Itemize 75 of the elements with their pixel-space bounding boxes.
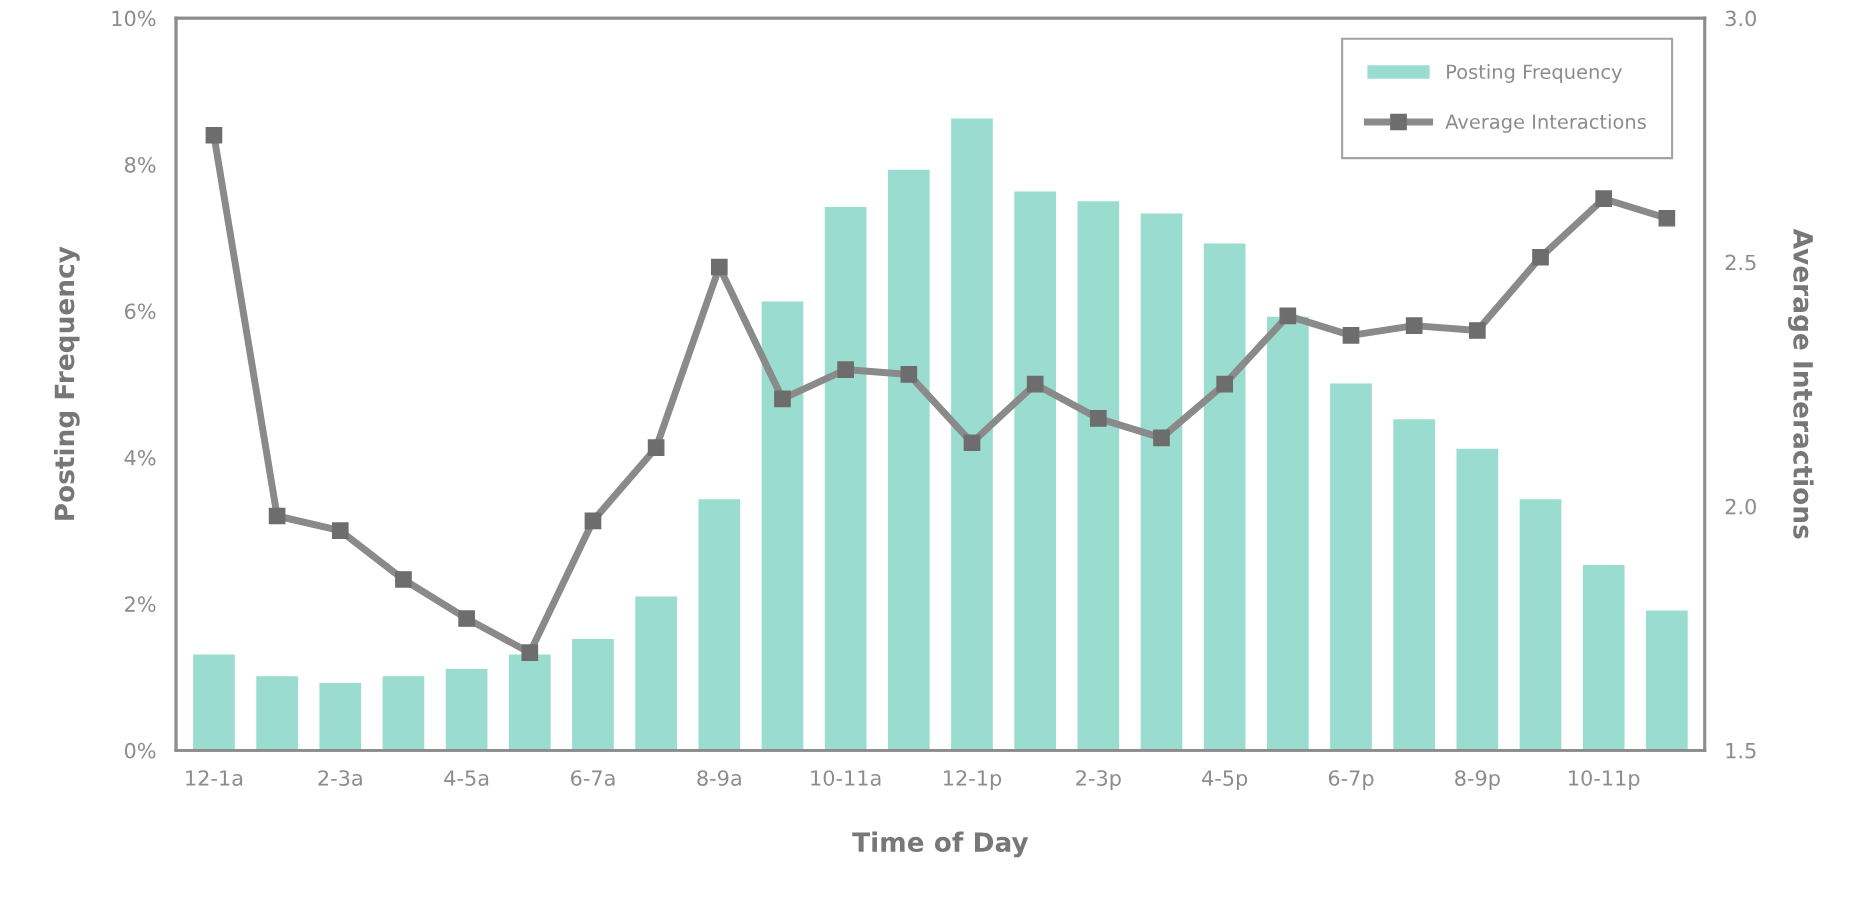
point (268, 507, 286, 525)
bar (1203, 243, 1246, 751)
bar (698, 499, 741, 751)
point (331, 522, 349, 539)
x-tick-label: 6-7p (1328, 770, 1374, 790)
y2-axis-title: Average Interactions (1787, 228, 1814, 539)
x-axis-title: Time of Day (852, 831, 1029, 858)
point (1595, 190, 1613, 208)
x-tick-label: 8-9p (1455, 770, 1500, 790)
bar (1330, 383, 1372, 751)
y-tick-label: 8% (124, 156, 156, 173)
bar (1393, 419, 1436, 751)
bar (1266, 316, 1309, 751)
y2-tick-label: 2.0 (1725, 498, 1756, 515)
bar (1519, 499, 1562, 751)
y2-tick-label: 2.5 (1725, 254, 1756, 271)
x-tick-label: 10-11p (1569, 770, 1640, 790)
x-tick-label: 12-1p (944, 770, 1002, 790)
y-tick-label: 0% (124, 742, 156, 759)
bar (1014, 191, 1056, 751)
x-tick-label: 10-11a (811, 770, 881, 786)
point (774, 390, 791, 408)
y2-tick-label: 3.0 (1725, 10, 1756, 27)
x-tick-label: 8-9a (697, 770, 741, 786)
y-tick-label: 6% (125, 303, 156, 320)
point (584, 512, 602, 530)
bar (1140, 213, 1183, 751)
x-tick-label: 4-5a (444, 770, 489, 786)
bar (824, 207, 867, 751)
point (1342, 327, 1360, 344)
point (458, 610, 475, 627)
bar (319, 682, 362, 751)
bar (951, 118, 993, 751)
point (837, 361, 854, 378)
y-tick-label: 4% (124, 449, 156, 466)
point (1279, 307, 1297, 325)
y-axis-title: Posting Frequency (53, 246, 80, 520)
point (395, 571, 412, 588)
x-tick-label: 2-3a (318, 770, 362, 786)
y-tick-label: 10% (112, 10, 156, 27)
legend-label: Posting Frequency (1447, 64, 1622, 83)
bar (1582, 565, 1625, 751)
point (1532, 248, 1549, 266)
bar (445, 669, 488, 751)
bar (382, 676, 425, 751)
x-tick-label: 2-3p (1076, 770, 1121, 790)
point (1026, 375, 1044, 393)
y2-tick-label: 1.5 (1726, 743, 1756, 759)
bar (635, 596, 677, 751)
x-tick-label: 6-7a (571, 770, 615, 786)
point (1089, 410, 1107, 427)
bar (1646, 610, 1688, 751)
bar (1456, 448, 1499, 751)
point (1405, 317, 1423, 334)
point (205, 126, 223, 144)
bar (1077, 201, 1120, 751)
bar (572, 639, 614, 751)
bar (887, 169, 930, 751)
point (521, 644, 539, 662)
point (1658, 209, 1676, 227)
point (710, 258, 728, 276)
y-tick-label: 2% (125, 596, 156, 613)
point (647, 439, 665, 456)
legend-label: Average Interactions (1445, 113, 1646, 133)
bar (761, 301, 804, 751)
point (1216, 375, 1233, 393)
bar (508, 654, 551, 751)
bar (193, 654, 235, 751)
point (900, 366, 918, 383)
point (963, 434, 981, 452)
point (1469, 322, 1486, 339)
point (1153, 429, 1170, 447)
x-tick-label: 4-5p (1202, 770, 1248, 790)
bar (256, 676, 298, 751)
x-tick-label: 12-1a (186, 770, 243, 786)
